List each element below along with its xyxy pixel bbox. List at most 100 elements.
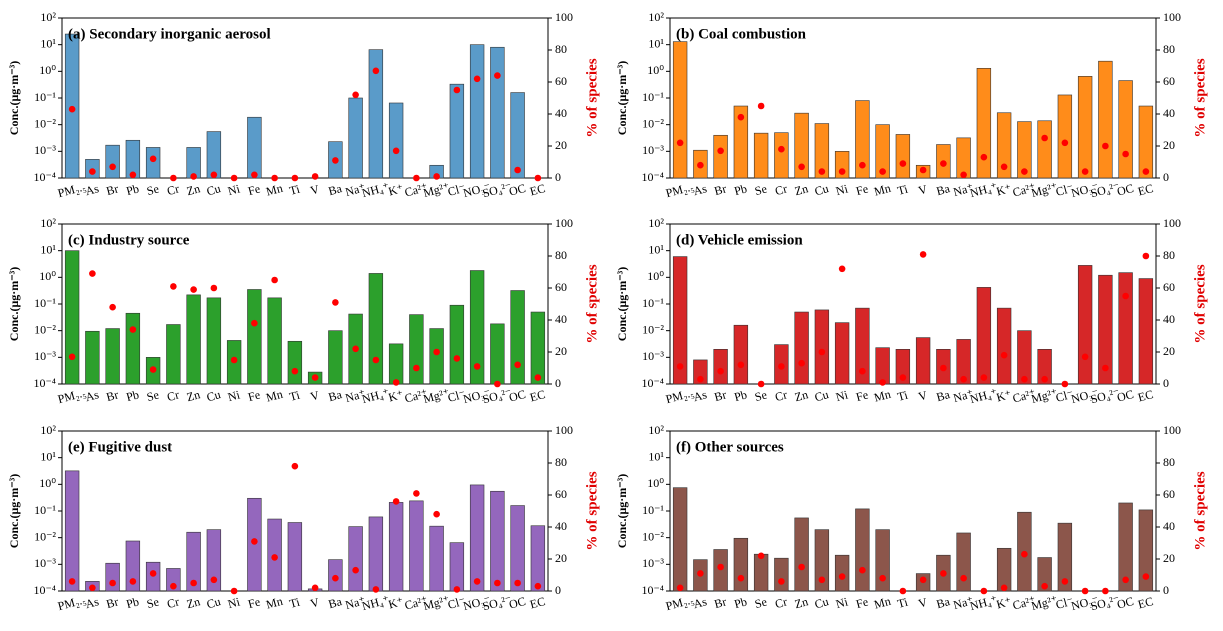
y-tick-label: 10⁻⁴ (641, 170, 664, 184)
y2-tick-label: 20 (555, 344, 567, 358)
species-dot (697, 161, 704, 169)
bar (794, 311, 809, 385)
species-dot (311, 584, 319, 592)
x-tick-label: Na⁺ (952, 180, 975, 199)
x-tick-label: PM₂.₅ (664, 385, 695, 406)
x-tick-label: Pb (125, 181, 141, 198)
x-tick-label: Pb (733, 594, 749, 611)
y2-tick-label: 100 (555, 10, 573, 24)
x-tick-label: Cl⁻ (446, 181, 467, 199)
bar (125, 540, 141, 592)
x-tick-label: PM₂.₅ (56, 385, 87, 406)
bar (976, 287, 992, 385)
x-tick-label: OC (507, 387, 527, 405)
y-tick-label: 10⁻¹ (642, 503, 664, 517)
species-dot (1000, 584, 1008, 592)
x-tick-label: Ni (834, 387, 850, 404)
x-tick-label: OC (1115, 387, 1135, 405)
x-tick-label: Na⁺ (344, 386, 367, 405)
bar (530, 525, 546, 592)
species-dot (980, 374, 988, 381)
species-dot (1041, 582, 1048, 590)
bar (895, 134, 911, 179)
x-tick-label: NO₃⁻ (462, 179, 493, 200)
bar (449, 83, 465, 179)
species-dot (717, 563, 724, 571)
bar (976, 67, 992, 179)
bar (105, 144, 120, 179)
species-dot (68, 353, 76, 361)
y2-tick-label: 100 (555, 216, 573, 230)
x-tick-label: Se (145, 594, 160, 611)
x-tick-label: Cl⁻ (1054, 387, 1075, 405)
y-tick-label: 10⁻³ (642, 143, 664, 157)
species-dot (473, 75, 481, 83)
species-dot (778, 145, 785, 153)
bar (1098, 274, 1113, 385)
x-tick-label: K⁺ (387, 387, 405, 404)
species-dot (717, 367, 724, 375)
y-tick-label: 10⁻⁴ (641, 583, 664, 597)
y2-tick-label: 100 (1163, 10, 1181, 24)
x-tick-label: Mg²⁺ (422, 386, 451, 406)
species-dot (89, 168, 96, 175)
x-tick-label: NH₄⁺ (360, 592, 391, 613)
bar (915, 337, 931, 385)
species-dot (859, 566, 866, 574)
x-tick-label: OC (1115, 181, 1135, 199)
y2-tick-label: 40 (1163, 519, 1175, 533)
x-tick-label: Fe (246, 594, 261, 611)
y-tick-label: 10² (648, 216, 664, 230)
bar (753, 553, 769, 592)
y2-tick-label: 20 (1163, 138, 1175, 152)
bar (875, 347, 890, 385)
y-tick-label: 10⁻⁴ (641, 376, 664, 390)
species-dot (1102, 142, 1109, 150)
y-tick-label: 10⁻² (34, 322, 56, 336)
bar (713, 134, 728, 179)
species-dot (534, 174, 542, 182)
species-dot (1041, 375, 1048, 383)
bar (1037, 557, 1052, 592)
panel-title: (a) Secondary inorganic aerosol (68, 26, 271, 42)
species-dot (534, 374, 542, 381)
y2-tick-label: 80 (1163, 42, 1175, 56)
species-dot (1122, 576, 1129, 584)
bar (348, 97, 363, 179)
x-tick-label: Pb (125, 594, 141, 611)
x-tick-label: K⁺ (387, 181, 405, 198)
species-dot (818, 168, 826, 175)
bar (449, 304, 465, 385)
x-tick-label: As (84, 181, 101, 198)
species-dot (879, 168, 886, 175)
bar (510, 92, 525, 179)
y-tick-label: 10⁻² (642, 529, 664, 543)
bar (713, 349, 728, 385)
x-tick-label: Se (145, 181, 160, 198)
y-tick-label: 10¹ (40, 36, 56, 50)
y2-tick-label: 100 (555, 423, 573, 437)
x-tick-label: Pb (733, 181, 749, 198)
x-tick-label: V (309, 182, 321, 198)
x-tick-label: Cr (773, 594, 788, 611)
bar (490, 490, 505, 592)
bar (996, 307, 1012, 385)
y-axis-label: Conc.(μg·m⁻³) (615, 474, 629, 548)
bar (64, 250, 80, 385)
bar (1057, 94, 1073, 179)
species-dot (190, 579, 197, 587)
bar (247, 116, 262, 179)
bar (1118, 502, 1133, 592)
panel-title: (f) Other sources (676, 439, 784, 455)
species-dot (149, 570, 157, 577)
x-tick-label: Ti (288, 388, 302, 404)
bar (490, 46, 505, 179)
bar (753, 132, 769, 179)
species-dot (818, 576, 826, 584)
species-dot (717, 147, 724, 155)
bar (1138, 105, 1154, 179)
species-dot (251, 538, 258, 545)
species-dot (838, 265, 846, 273)
species-dot (413, 364, 420, 372)
